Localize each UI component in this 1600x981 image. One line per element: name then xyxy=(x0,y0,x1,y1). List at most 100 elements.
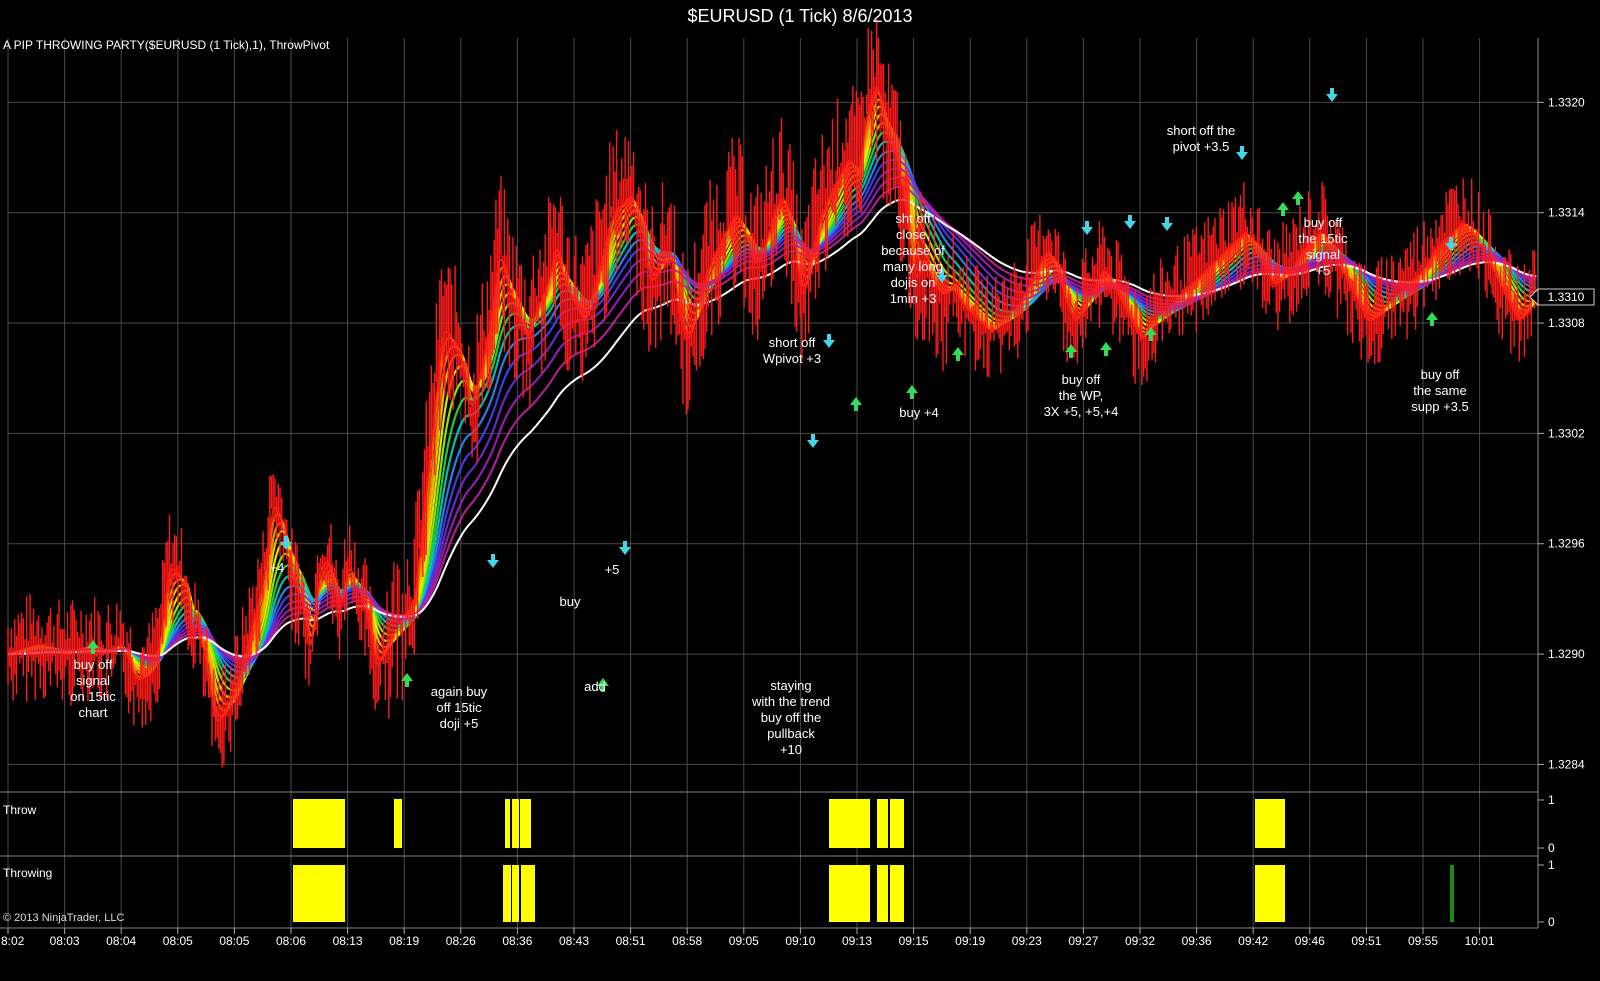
price-series xyxy=(7,19,1537,768)
throwing-bar xyxy=(512,865,519,922)
x-tick-label: 09:15 xyxy=(899,934,929,948)
x-tick-label: 08:36 xyxy=(502,934,532,948)
current-price-box: 1.3310 xyxy=(1529,287,1595,307)
throwing-bar xyxy=(503,865,511,922)
throw-bar xyxy=(1255,799,1285,848)
x-tick-label: 09:32 xyxy=(1125,934,1155,948)
y-tick-label: 1.3320 xyxy=(1548,95,1585,109)
x-tick-label: 10:01 xyxy=(1465,934,1495,948)
throwing-tick-label: 0 xyxy=(1548,915,1555,929)
annotation-text: add xyxy=(584,679,606,694)
signal-arrows xyxy=(87,88,1457,692)
chart-title: $EURUSD (1 Tick) 8/6/2013 xyxy=(687,6,913,26)
y-tick-label: 1.3290 xyxy=(1548,647,1585,661)
indicator-bars xyxy=(293,799,1454,922)
svg-text:1.3310: 1.3310 xyxy=(1548,290,1585,304)
buy-arrow-icon xyxy=(1426,312,1438,326)
sell-arrow-icon xyxy=(619,541,631,555)
y-tick-label: 1.3284 xyxy=(1548,757,1585,771)
throwing-bar xyxy=(293,865,345,922)
annotation-text: +4 xyxy=(270,560,285,575)
throw-bar xyxy=(829,799,870,848)
x-tick-label: 09:55 xyxy=(1408,934,1438,948)
chart-grid xyxy=(7,38,1538,928)
sell-arrow-icon xyxy=(936,269,948,283)
buy-arrow-icon xyxy=(1145,327,1157,341)
x-tick-label: 09:23 xyxy=(1012,934,1042,948)
price-ticks xyxy=(7,19,1537,768)
sell-arrow-icon xyxy=(280,536,292,550)
x-tick-label: 08:05 xyxy=(163,934,193,948)
buy-arrow-icon xyxy=(952,347,964,361)
annotation-text: buy off the same supp +3.5 xyxy=(1411,367,1468,414)
indicator-label: A PIP THROWING PARTY($EURUSD (1 Tick),1)… xyxy=(3,38,330,52)
copyright-notice: © 2013 NinjaTrader, LLC xyxy=(3,912,125,924)
throwing-panel-label: Throwing xyxy=(3,866,53,880)
y-tick-label: 1.3296 xyxy=(1548,537,1585,551)
annotation-text: short off Wpivot +3 xyxy=(763,335,821,366)
throwing-bar xyxy=(521,865,535,922)
buy-arrow-icon xyxy=(906,385,918,399)
throw-tick-label: 1 xyxy=(1548,793,1555,807)
throw-bar xyxy=(394,799,402,848)
sell-arrow-icon xyxy=(1081,221,1093,235)
throw-bar xyxy=(512,799,519,848)
buy-arrow-icon xyxy=(1292,191,1304,205)
throwing-bar xyxy=(877,865,888,922)
x-tick-label: 08:43 xyxy=(559,934,589,948)
throw-bar xyxy=(877,799,888,848)
buy-arrow-icon xyxy=(1277,202,1289,216)
buy-arrow-icon xyxy=(1065,344,1077,358)
buy-arrow-icon xyxy=(401,673,413,687)
annotation-text: sht off close, because of many long dojis on… xyxy=(881,211,945,306)
throwing-bar xyxy=(829,865,870,922)
y-tick-label: 1.3302 xyxy=(1548,426,1585,440)
sell-arrow-icon xyxy=(823,334,835,348)
x-tick-label: 09:10 xyxy=(785,934,815,948)
annotation-text: buy off signal on 15tic chart xyxy=(70,657,116,720)
x-tick-label: 08:13 xyxy=(333,934,363,948)
x-tick-label: 09:27 xyxy=(1068,934,1098,948)
buy-arrow-icon xyxy=(87,640,99,654)
x-tick-label: 08:51 xyxy=(616,934,646,948)
x-tick-label: 09:05 xyxy=(729,934,759,948)
throwing-green-bar xyxy=(1450,865,1454,922)
x-tick-label: 09:13 xyxy=(842,934,872,948)
x-tick-label: 09:36 xyxy=(1182,934,1212,948)
annotation-text: buy off the 15tic signal +5 xyxy=(1298,215,1348,278)
throw-bar xyxy=(293,799,345,848)
annotation-text: buy off the WP, 3X +5, +5,+4 xyxy=(1044,372,1119,419)
x-tick-label: 09:19 xyxy=(955,934,985,948)
annotation-text: +5 xyxy=(605,562,620,577)
annotation-text: again buy off 15tic doji +5 xyxy=(431,684,488,731)
sell-arrow-icon xyxy=(487,554,499,568)
throwing-bar xyxy=(890,865,904,922)
x-tick-label: 09:42 xyxy=(1238,934,1268,948)
sell-arrow-icon xyxy=(1124,215,1136,229)
annotation-text: short off the pivot +3.5 xyxy=(1167,123,1235,154)
buy-arrow-icon xyxy=(597,678,609,692)
x-tick-label: 09:46 xyxy=(1295,934,1325,948)
sell-arrow-icon xyxy=(807,434,819,448)
throw-bar xyxy=(505,799,510,848)
throw-tick-label: 0 xyxy=(1548,841,1555,855)
annotation-text: buy xyxy=(560,594,581,609)
annotations: buy off signal on 15tic chart +4 again buy off… xyxy=(70,123,1469,757)
buy-arrow-icon xyxy=(1100,342,1112,356)
throw-bar xyxy=(890,799,904,848)
x-tick-label: 09:51 xyxy=(1351,934,1381,948)
annotation-text: buy +4 xyxy=(899,405,938,420)
x-tick-label: 08:03 xyxy=(50,934,80,948)
y-tick-label: 1.3308 xyxy=(1548,316,1585,330)
sell-arrow-icon xyxy=(1445,237,1457,251)
x-tick-label: 08:58 xyxy=(672,934,702,948)
y-tick-label: 1.3314 xyxy=(1548,206,1585,220)
x-tick-label: 08:19 xyxy=(389,934,419,948)
x-tick-label: 08:04 xyxy=(106,934,136,948)
final-ma-line xyxy=(8,198,1537,658)
sell-arrow-icon xyxy=(1326,88,1338,102)
throwing-tick-label: 1 xyxy=(1548,858,1555,872)
buy-arrow-icon xyxy=(850,397,862,411)
sell-arrow-icon xyxy=(1236,146,1248,160)
